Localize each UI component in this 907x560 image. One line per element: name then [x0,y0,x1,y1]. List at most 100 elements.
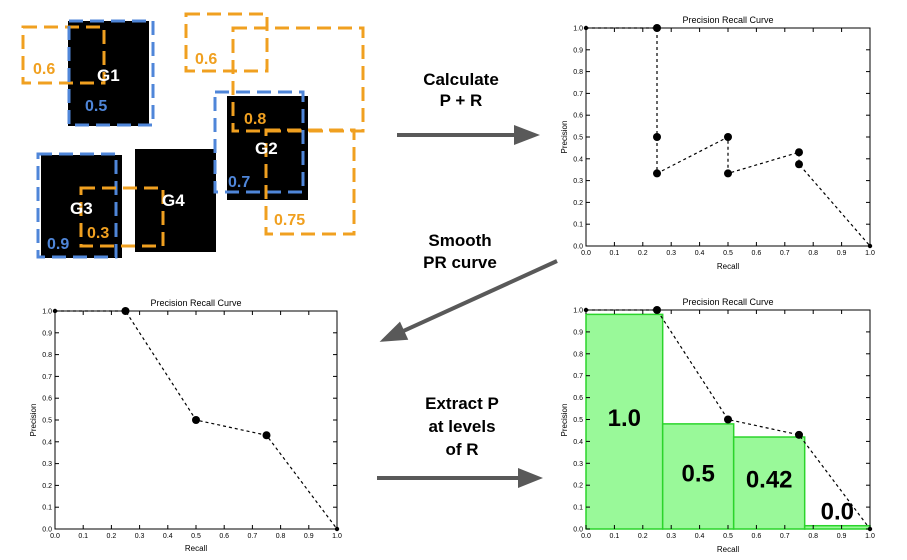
precision-bar [585,313,664,530]
y-tick-label: 0.4 [573,156,583,163]
pr-point [795,148,803,157]
prediction-boxes [21,12,365,259]
pred-box-blue-1 [67,19,155,127]
y-tick-label: 0.7 [573,91,583,98]
step-text-line: of R [445,440,478,459]
x-tick-label: 0.6 [752,250,762,257]
x-tick-label: 0.9 [304,533,314,540]
gt-label-g4: G4 [162,191,185,210]
y-tick-label: 0.6 [573,113,583,120]
y-tick-label: 0.3 [42,461,52,468]
chart-title: Precision Recall Curve [682,297,773,307]
y-tick-label: 0.6 [573,395,583,402]
x-tick-label: 1.0 [865,533,875,540]
y-tick-label: 0.1 [573,222,583,229]
bar-value-label: 1.0 [608,405,641,432]
chart-pr-levels: Precision Recall Curve Recall Precision … [560,297,875,554]
y-tick-label: 0.5 [42,418,52,425]
y-tick-label: 0.9 [573,329,583,336]
y-tick-label: 0.2 [42,483,52,490]
precision-bar [661,423,735,530]
y-axis-label: Precision [560,404,569,437]
x-tick-label: 0.2 [638,533,648,540]
pr-point [121,307,130,315]
pr-point [262,431,271,440]
x-tick-label: 1.0 [865,250,875,257]
y-tick-label: 0.0 [573,244,583,251]
gt-box-g4 [135,149,216,252]
x-tick-label: 0.1 [610,250,620,257]
y-tick-label: 0.8 [573,69,583,76]
y-tick-label: 0.4 [573,439,583,446]
bar-value-label: 0.5 [681,461,714,488]
y-tick-label: 0.2 [573,200,583,207]
precision-bar [803,524,871,530]
step-text-line: PR curve [423,253,497,272]
step-text-line: at levels [428,417,495,436]
score-label: 0.3 [87,225,109,242]
chart-pr-smoothed: Precision Recall Curve Recall Precision … [29,298,342,553]
x-tick-label: 0.0 [581,533,591,540]
y-tick-label: 0.0 [573,527,583,534]
pr-point [653,169,661,178]
y-tick-label: 1.0 [573,308,583,315]
pr-point [724,169,732,178]
pr-point [653,306,661,314]
x-tick-label: 0.0 [581,250,591,257]
pr-point [795,160,803,169]
x-axis-label: Recall [185,544,207,553]
x-tick-label: 0.1 [610,533,620,540]
x-tick-label: 0.5 [723,533,733,540]
x-tick-label: 0.1 [78,533,88,540]
y-tick-label: 0.9 [42,330,52,337]
pr-point [653,133,661,141]
y-tick-label: 1.0 [573,26,583,33]
pred-box-blue-2 [213,90,305,194]
y-tick-label: 1.0 [42,309,52,316]
x-tick-label: 0.3 [666,533,676,540]
ground-truth-labels: G1 G2 G3 G4 [70,66,278,218]
gt-box-g1 [68,21,149,126]
x-tick-label: 0.9 [837,533,847,540]
gt-label-g3: G3 [70,199,93,218]
step-text-line: P + R [440,91,483,110]
x-tick-label: 0.0 [50,533,60,540]
pr-point [52,308,58,314]
pr-point [334,526,340,532]
score-label: 0.75 [274,212,305,229]
x-tick-label: 0.4 [695,250,705,257]
x-tick-label: 1.0 [332,533,342,540]
x-tick-label: 0.3 [666,250,676,257]
pred-box-orange-1 [21,25,106,85]
x-tick-label: 0.8 [276,533,286,540]
y-tick-label: 0.0 [42,527,52,534]
pred-box-blue-3 [36,152,118,259]
gt-label-g2: G2 [255,139,278,158]
pr-point [867,526,873,532]
chart-title: Precision Recall Curve [682,15,773,25]
x-tick-label: 0.6 [752,533,762,540]
y-tick-label: 0.1 [42,505,52,512]
pr-curve-line [586,309,871,530]
x-axis-label: Recall [717,545,739,554]
chart-title: Precision Recall Curve [150,298,241,308]
prediction-scores: 0.6 0.5 0.6 0.8 0.7 0.75 0.9 0.3 [33,51,305,253]
y-tick-label: 0.4 [42,439,52,446]
y-tick-label: 0.3 [573,178,583,185]
y-tick-label: 0.7 [42,374,52,381]
x-tick-label: 0.2 [107,533,117,540]
pr-point [795,430,803,439]
bar-value-label: 0.42 [746,467,793,494]
bar-value-label: 0.0 [821,499,854,526]
y-tick-label: 0.5 [573,417,583,424]
step-text-line: Extract P [425,394,499,413]
pr-point [192,416,200,424]
x-tick-label: 0.3 [135,533,145,540]
pr-point [724,133,732,141]
pr-point [583,25,589,31]
pr-point [724,415,732,424]
step-text-line: Calculate [423,70,499,89]
x-axis-label: Recall [717,262,739,271]
chart-pr-raw: Precision Recall Curve Recall Precision … [560,15,875,271]
